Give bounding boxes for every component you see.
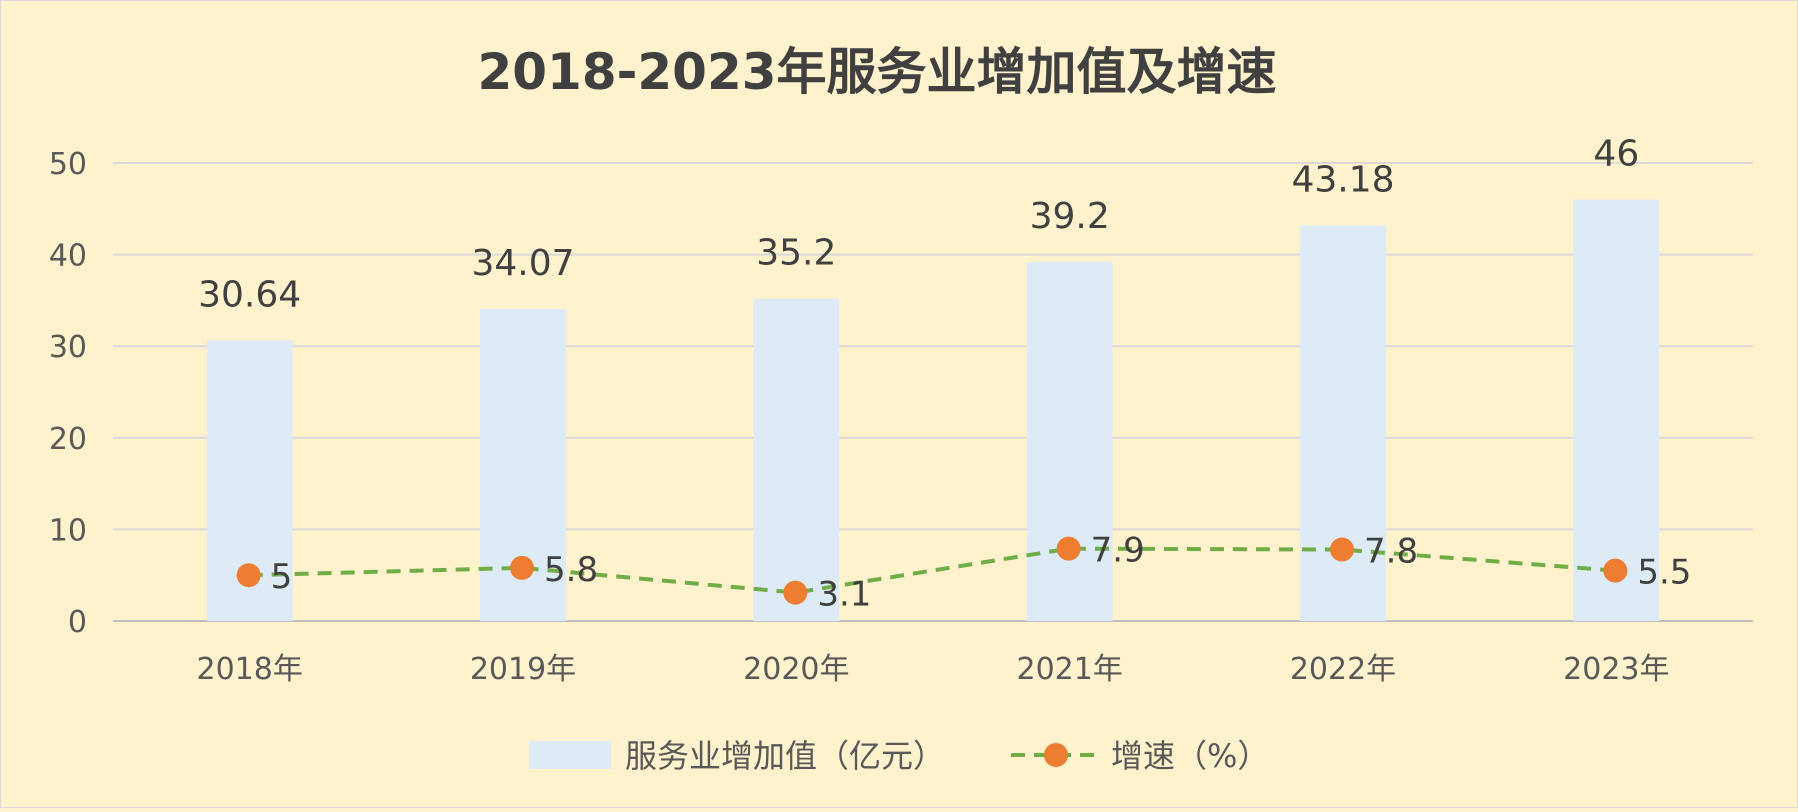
point-data-label: 3.1 <box>817 575 871 615</box>
bar-data-label: 30.64 <box>198 274 301 315</box>
x-tick-label: 2020年 <box>743 652 849 687</box>
grid-layer: 0 10 20 30 40 50 <box>49 147 1753 640</box>
y-tick-label: 30 <box>49 330 87 365</box>
bar-data-label: 34.07 <box>471 243 574 284</box>
y-tick-label: 40 <box>49 239 87 274</box>
x-tick-label: 2023年 <box>1563 652 1669 687</box>
bar-data-label: 46 <box>1593 134 1639 175</box>
y-tick-label: 0 <box>68 605 87 640</box>
point-data-label: 7.9 <box>1091 531 1145 571</box>
growth-point <box>1056 536 1081 561</box>
bar-data-label: 35.2 <box>756 233 836 274</box>
growth-point <box>236 563 261 588</box>
bar-data-label: 39.2 <box>1030 196 1110 237</box>
y-tick-label: 20 <box>49 422 87 457</box>
y-tick-label: 10 <box>49 513 87 548</box>
x-tick-label: 2019年 <box>470 652 576 687</box>
growth-point <box>510 555 534 580</box>
legend-line-label: 增速（%） <box>1111 737 1269 775</box>
bar <box>1573 199 1660 621</box>
x-tick-label: 2022年 <box>1290 652 1396 687</box>
point-data-label: 5.5 <box>1637 553 1691 593</box>
growth-point <box>783 580 808 605</box>
legend: 服务业增加值（亿元） 增速（%） <box>529 737 1269 775</box>
bar <box>753 298 840 621</box>
point-data-label: 5.8 <box>544 550 598 590</box>
growth-point <box>1330 537 1354 562</box>
y-tick-label: 50 <box>49 147 87 182</box>
chart-title: 2018-2023年服务业增加值及增速 <box>477 43 1276 101</box>
labels-layer: 2018年 2019年 2020年 2021年 2022年 2023年 30.64 34.07… <box>196 134 1691 687</box>
bars-layer <box>206 199 1660 622</box>
growth-point <box>1603 558 1628 583</box>
legend-marker-swatch <box>1044 743 1068 767</box>
point-data-label: 7.8 <box>1364 532 1418 572</box>
x-tick-label: 2018年 <box>196 652 302 687</box>
line-layer <box>236 536 1628 605</box>
point-data-label: 5 <box>271 557 293 597</box>
legend-bar-swatch <box>529 741 611 769</box>
bar-data-label: 43.18 <box>1291 159 1394 200</box>
legend-bar-label: 服务业增加值（亿元） <box>625 737 945 775</box>
x-tick-label: 2021年 <box>1016 652 1122 687</box>
bar <box>1026 261 1113 621</box>
